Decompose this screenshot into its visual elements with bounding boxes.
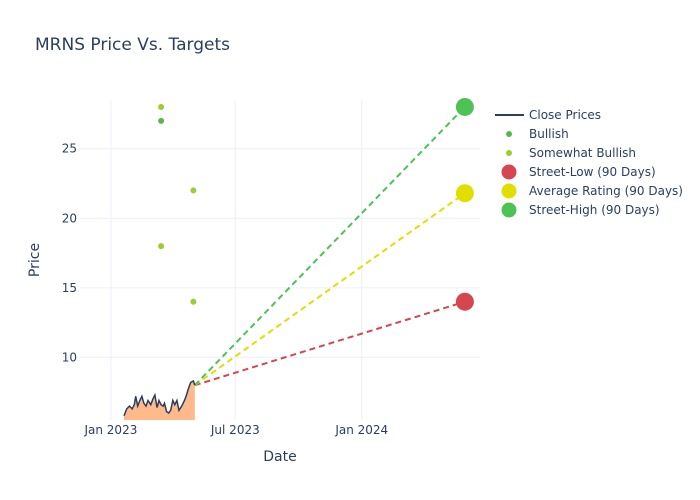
somewhat-bullish-marker xyxy=(158,103,165,110)
chart-title: MRNS Price Vs. Targets xyxy=(35,35,230,55)
y-tick-label: 15 xyxy=(62,281,77,295)
legend-label-average-rating: Average Rating (90 Days) xyxy=(529,184,683,198)
average-rating-marker xyxy=(455,184,474,203)
x-axis-ticks: Jan 2023 Jul 2023 Jan 2024 xyxy=(83,423,388,437)
y-axis-ticks: 10 15 20 25 xyxy=(62,142,77,365)
close-price-line xyxy=(123,379,196,417)
chart-marks xyxy=(123,97,474,420)
street-high-target-line xyxy=(194,106,466,386)
somewhat-bullish-marker xyxy=(190,187,197,194)
legend-dot-icon xyxy=(506,150,512,156)
legend-label-somewhat-bullish: Somewhat Bullish xyxy=(529,146,636,160)
legend-label-street-low: Street-Low (90 Days) xyxy=(529,165,656,179)
x-axis-title: Date xyxy=(263,449,296,465)
y-tick-label: 10 xyxy=(62,350,77,364)
legend-item-close-prices[interactable]: Close Prices xyxy=(495,108,601,122)
average-rating-target-line xyxy=(194,192,466,387)
street-low-marker xyxy=(455,292,474,311)
legend-item-street-low[interactable]: Street-Low (90 Days) xyxy=(501,164,656,180)
street-high-marker xyxy=(455,97,474,116)
x-tick-label: Jan 2024 xyxy=(334,423,388,437)
x-tick-label: Jan 2023 xyxy=(83,423,137,437)
close-price-area xyxy=(123,381,195,420)
y-axis-title: Price xyxy=(27,243,43,277)
x-tick-label: Jul 2023 xyxy=(210,423,260,437)
legend-dot-icon xyxy=(501,164,517,180)
street-low-target-line xyxy=(194,300,466,387)
bullish-marker xyxy=(158,117,165,124)
legend-item-street-high[interactable]: Street-High (90 Days) xyxy=(501,202,660,218)
y-tick-label: 20 xyxy=(62,211,77,225)
plot-background xyxy=(80,100,480,420)
legend-label-bullish: Bullish xyxy=(529,127,569,141)
legend: Close Prices Bullish Somewhat Bullish St… xyxy=(495,108,683,218)
legend-item-somewhat-bullish[interactable]: Somewhat Bullish xyxy=(506,146,636,160)
plot-area xyxy=(80,97,480,420)
y-tick-label: 25 xyxy=(62,142,77,156)
legend-dot-icon xyxy=(501,202,517,218)
legend-dot-icon xyxy=(501,183,517,199)
legend-item-bullish[interactable]: Bullish xyxy=(506,127,569,141)
legend-item-average-rating[interactable]: Average Rating (90 Days) xyxy=(501,183,684,199)
grid-lines xyxy=(80,100,480,420)
legend-label-street-high: Street-High (90 Days) xyxy=(529,203,660,217)
somewhat-bullish-marker xyxy=(158,243,165,250)
legend-label-close-prices: Close Prices xyxy=(529,108,601,122)
legend-dot-icon xyxy=(506,131,512,137)
somewhat-bullish-marker xyxy=(190,298,197,305)
